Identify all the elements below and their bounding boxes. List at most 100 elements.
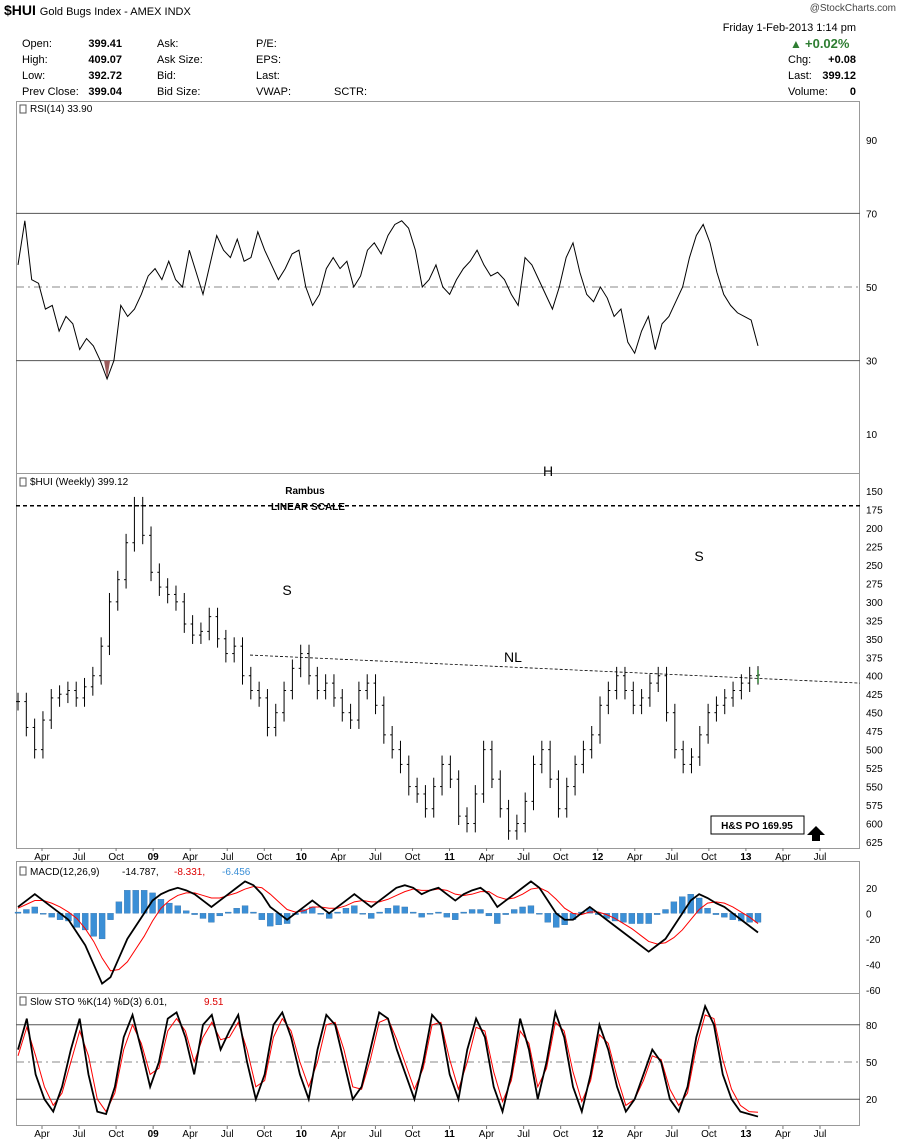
sto-x-tick-Apr-4: Apr [182, 1129, 198, 1140]
price-x-tick-Apr-8: Apr [331, 852, 347, 863]
sto-x-tick-Apr-8: Apr [331, 1129, 347, 1140]
sctr-label: SCTR: [334, 86, 367, 98]
macd-hist-bar [662, 909, 669, 914]
macd-hist-bar [721, 913, 728, 918]
macd-hist-bar [166, 902, 173, 914]
sto-y-tick-50: 50 [866, 1058, 878, 1069]
macd-hist-bar [376, 911, 383, 914]
sto-x-tick-13-19: 13 [740, 1129, 752, 1140]
rsi-title: RSI(14) 33.90 [30, 104, 93, 115]
rsi-y-tick-70: 70 [866, 209, 878, 220]
price-x-tick-Jul-17: Jul [665, 852, 678, 863]
high-value: 409.07 [88, 54, 122, 66]
open-value: 399.41 [88, 38, 122, 50]
pattern-label-right-shoulder: S [694, 548, 703, 564]
price-x-tick-Jul-5: Jul [221, 852, 234, 863]
macd-hist-bar [410, 911, 417, 914]
chart-marks [14, 220, 861, 1118]
macd-hist-bar [124, 890, 131, 914]
price-y-tick-575: 575 [866, 801, 883, 812]
rsi-line [17, 220, 759, 381]
rsi-y-tick-90: 90 [866, 136, 878, 147]
panel-frames [16, 101, 860, 1126]
sto-x-tick-10-7: 10 [296, 1129, 308, 1140]
macd-hist-bar [628, 913, 636, 924]
price-x-tick-Jul-21: Jul [814, 852, 827, 863]
macd-hist-bar [637, 913, 644, 924]
sto-x-tick-09-3: 09 [148, 1129, 160, 1140]
bidsize-label: Bid Size: [157, 86, 201, 98]
neckline-label: NL [504, 649, 522, 665]
macd-legend-signal: -8.331, [174, 867, 205, 878]
macd-y-tick--60: -60 [866, 986, 881, 997]
asksize-label: Ask Size: [157, 54, 203, 66]
price-y-tick-550: 550 [866, 783, 883, 794]
macd-hist-bar [670, 901, 678, 914]
last-quote-label: Last: [788, 70, 812, 82]
price-y-tick-350: 350 [866, 635, 883, 646]
vwap-label: VWAP: [256, 86, 292, 98]
price-x-tick-13-19: 13 [740, 852, 752, 863]
sto-x-tick-11-11: 11 [444, 1129, 455, 1140]
macd-hist-bar [494, 913, 501, 924]
rsi-y-tick-50: 50 [866, 283, 878, 294]
macd-hist-bar [536, 913, 543, 915]
price-y-tick-200: 200 [866, 524, 883, 535]
neckline [249, 654, 861, 684]
rsi-title-icon [19, 104, 27, 114]
sto-x-tick-Oct-2: Oct [108, 1129, 124, 1140]
price-x-tick-Jul-1: Jul [73, 852, 86, 863]
macd-y-tick-0: 0 [866, 909, 872, 920]
rsi-y-tick-10: 10 [866, 430, 878, 441]
low-value: 392.72 [88, 70, 122, 82]
price-panel-frame [16, 473, 860, 849]
macd-hist-bar [250, 911, 257, 914]
price-y-tick-475: 475 [866, 727, 883, 738]
macd-hist-bar [452, 913, 459, 920]
brand-logo: @StockCharts.com [809, 3, 896, 14]
macd-legend-macd: -14.787, [122, 867, 159, 878]
macd-hist-bar [704, 908, 711, 914]
rsi-oversold-fill [104, 360, 111, 379]
bid-label: Bid: [157, 70, 176, 82]
price-x-tick-Apr-16: Apr [627, 852, 643, 863]
sto-x-tick-Jul-21: Jul [814, 1129, 827, 1140]
macd-hist-bar [149, 892, 156, 914]
volume-value: 0 [849, 86, 856, 98]
macd-y-tick--20: -20 [866, 935, 881, 946]
rsi-y-tick-30: 30 [866, 357, 878, 368]
macd-hist-bar [225, 911, 232, 914]
sto-legend-d: 9.51 [204, 997, 224, 1008]
macd-hist-bar [368, 913, 375, 919]
macd-hist-bar [502, 913, 509, 915]
high-label: High: [22, 54, 48, 66]
price-x-tick-Oct-6: Oct [257, 852, 273, 863]
macd-hist-bar [620, 913, 627, 923]
sto-x-tick-Oct-6: Oct [257, 1129, 273, 1140]
sto-x-tick-Apr-0: Apr [34, 1129, 50, 1140]
price-y-tick-175: 175 [866, 505, 883, 516]
price-y-tick-525: 525 [866, 764, 883, 775]
macd-y-tick-20: 20 [866, 884, 878, 895]
price-objective-box [710, 815, 805, 835]
macd-hist-bar [98, 913, 106, 940]
open-label: Open: [22, 38, 52, 50]
quote-header: $HUI Gold Bugs Index - AMEX INDX @StockC… [0, 0, 900, 100]
sto-x-tick-Apr-20: Apr [775, 1129, 791, 1140]
macd-hist-bar [216, 913, 223, 917]
macd-hist-bar [519, 906, 526, 914]
sto-title-icon [19, 996, 27, 1006]
macd-legend-hist: -6.456 [222, 867, 251, 878]
symbol-name: Gold Bugs Index - AMEX INDX [39, 6, 191, 18]
macd-hist-bar [477, 909, 484, 914]
macd-hist-bar [645, 913, 652, 924]
macd-hist-bar [342, 908, 350, 914]
sto-x-tick-Jul-9: Jul [369, 1129, 382, 1140]
macd-hist-bar [695, 897, 703, 914]
price-y-tick-450: 450 [866, 709, 883, 720]
sto-title: Slow STO %K(14) %D(3) 6.01, [30, 997, 167, 1008]
macd-hist-bar [510, 909, 518, 914]
macd-hist-bar [334, 911, 341, 914]
